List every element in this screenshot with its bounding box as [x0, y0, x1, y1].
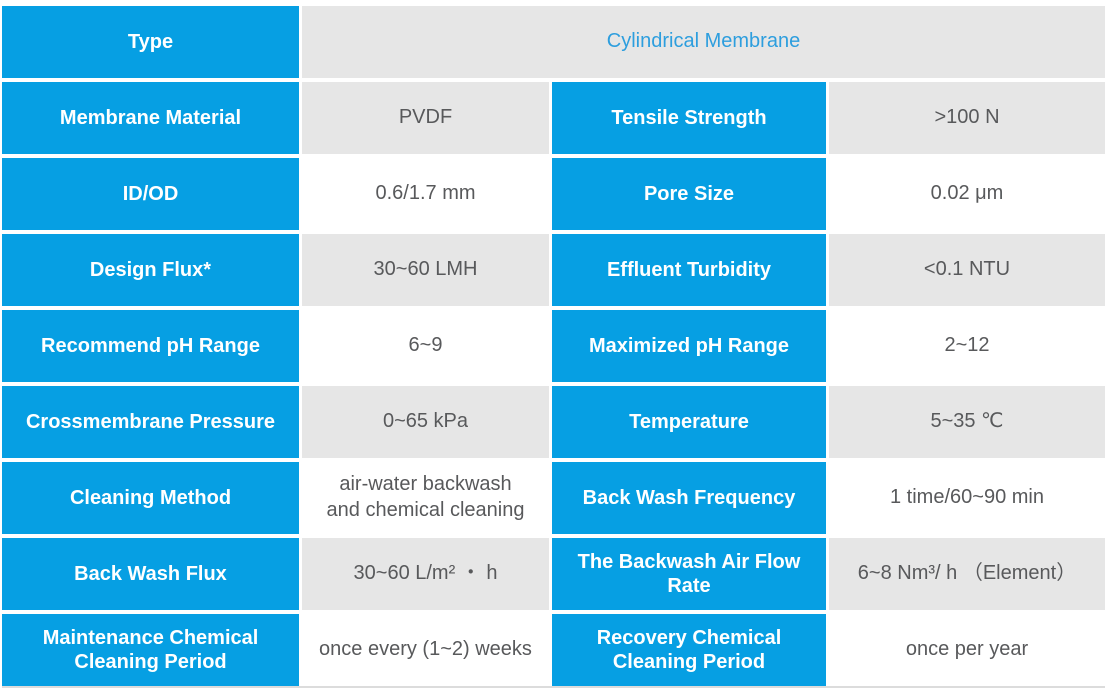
spec-label-cleaning-method: Cleaning Method [2, 462, 299, 534]
membrane-spec-table: Type Cylindrical Membrane Membrane Mater… [2, 6, 1105, 686]
spec-value-cleaning-method: air-water backwash and chemical cleaning [302, 462, 549, 534]
spec-value-tensile-strength: >100 N [829, 82, 1105, 154]
spec-value-back-wash-frequency: 1 time/60~90 min [829, 462, 1105, 534]
spec-value-temperature: 5~35 ℃ [829, 386, 1105, 458]
spec-value-recovery-chemical-cleaning-period: once per year [829, 614, 1105, 686]
spec-label-tensile-strength: Tensile Strength [552, 82, 826, 154]
spec-value-effluent-turbidity: <0.1 NTU [829, 234, 1105, 306]
type-label-cell: Type [2, 6, 299, 78]
spec-value-id-od: 0.6/1.7 mm [302, 158, 549, 230]
spec-label-maintenance-chemical-cleaning-period: Maintenance Chemical Cleaning Period [2, 614, 299, 686]
spec-label-back-wash-flux: Back Wash Flux [2, 538, 299, 610]
spec-label-membrane-material: Membrane Material [2, 82, 299, 154]
spec-value-maintenance-chemical-cleaning-period: once every (1~2) weeks [302, 614, 549, 686]
spec-label-pore-size: Pore Size [552, 158, 826, 230]
spec-label-effluent-turbidity: Effluent Turbidity [552, 234, 826, 306]
spec-value-membrane-material: PVDF [302, 82, 549, 154]
spec-label-back-wash-frequency: Back Wash Frequency [552, 462, 826, 534]
spec-value-recommend-ph-range: 6~9 [302, 310, 549, 382]
spec-value-design-flux: 30~60 LMH [302, 234, 549, 306]
spec-label-design-flux: Design Flux* [2, 234, 299, 306]
spec-label-recommend-ph-range: Recommend pH Range [2, 310, 299, 382]
spec-value-back-wash-flux: 30~60 L/m² ・ h [302, 538, 549, 610]
spec-value-crossmembrane-pressure: 0~65 kPa [302, 386, 549, 458]
spec-label-temperature: Temperature [552, 386, 826, 458]
spec-value-maximized-ph-range: 2~12 [829, 310, 1105, 382]
spec-label-crossmembrane-pressure: Crossmembrane Pressure [2, 386, 299, 458]
spec-label-maximized-ph-range: Maximized pH Range [552, 310, 826, 382]
spec-value-backwash-air-flow-rate: 6~8 Nm³/ h （Element） [829, 538, 1105, 610]
spec-label-id-od: ID/OD [2, 158, 299, 230]
spec-label-recovery-chemical-cleaning-period: Recovery Chemical Cleaning Period [552, 614, 826, 686]
bottom-divider [2, 686, 1105, 688]
spec-label-backwash-air-flow-rate: The Backwash Air Flow Rate [552, 538, 826, 610]
spec-value-pore-size: 0.02 μm [829, 158, 1105, 230]
type-value-cell: Cylindrical Membrane [302, 6, 1105, 78]
